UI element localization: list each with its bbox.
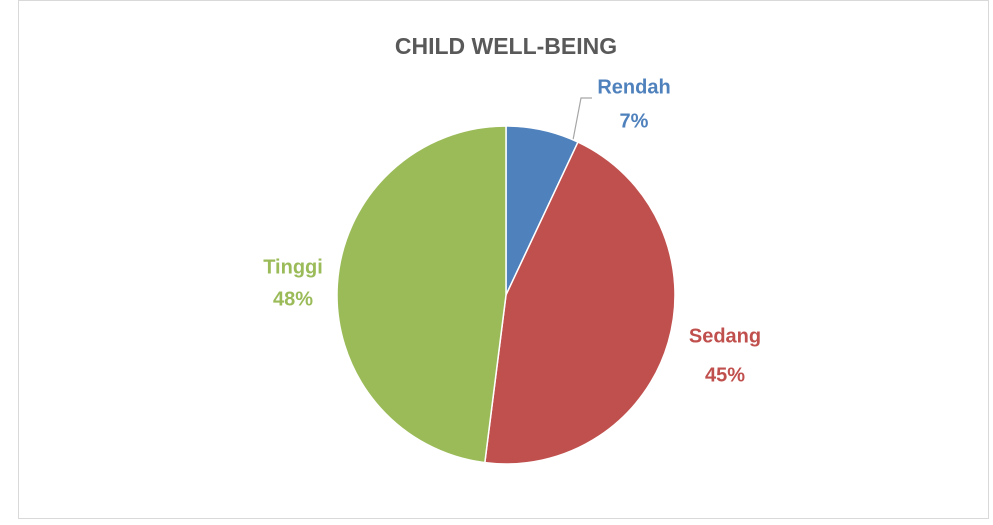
slice-label: Rendah xyxy=(597,76,670,98)
slice-value-label: 48% xyxy=(273,288,313,310)
pie-slice xyxy=(336,125,507,464)
slice-value-label: 45% xyxy=(705,364,745,386)
slice-value-label: 7% xyxy=(620,110,649,132)
slice-label: Tinggi xyxy=(263,256,323,278)
leader-line xyxy=(572,97,592,141)
chart-title: CHILD WELL-BEING xyxy=(395,33,617,59)
slice-label: Sedang xyxy=(689,325,761,347)
pie-slice xyxy=(483,141,676,465)
